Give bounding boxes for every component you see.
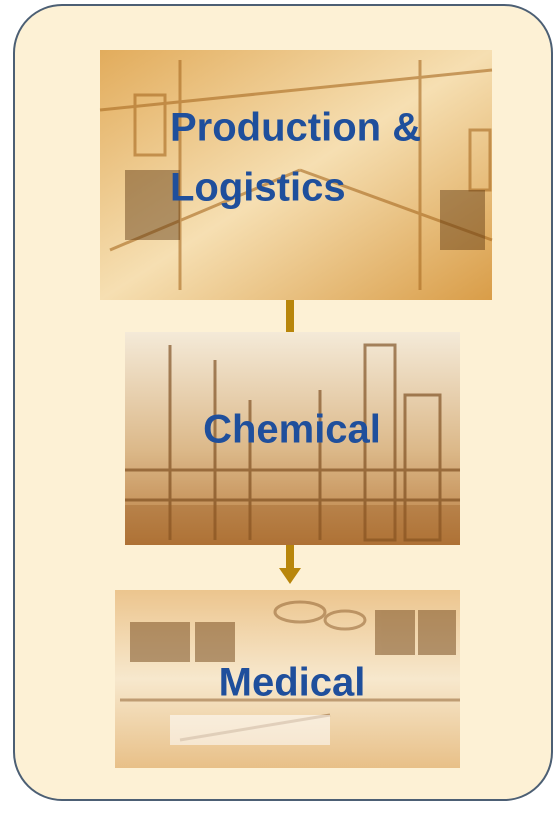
node-label: Production & — [170, 106, 421, 150]
connector — [286, 300, 294, 334]
connector — [286, 545, 294, 570]
image-highlight — [170, 715, 330, 745]
page: Production & Logistics Chemical — [0, 0, 556, 813]
node-label: Logistics — [170, 166, 346, 210]
node-label: Medical — [219, 661, 366, 705]
image-shadow — [440, 190, 485, 250]
image-shadow — [125, 505, 460, 545]
node-label: Chemical — [203, 408, 381, 452]
diagram: Production & Logistics Chemical — [0, 0, 556, 813]
